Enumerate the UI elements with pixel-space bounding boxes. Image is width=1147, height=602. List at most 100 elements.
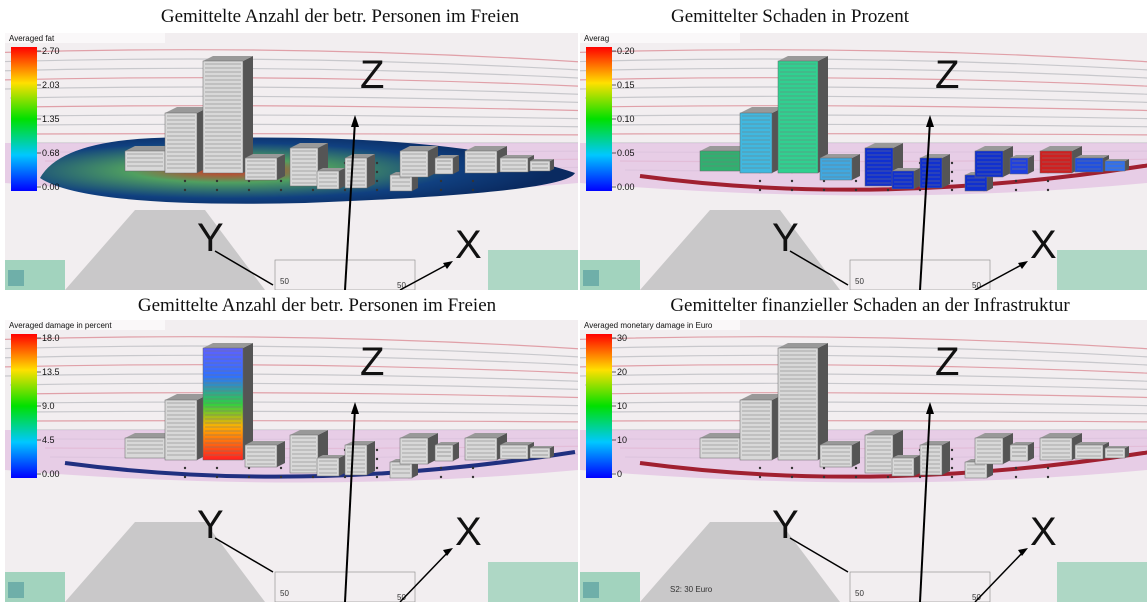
building-front (434, 157, 454, 175)
building-front (529, 447, 551, 459)
sensor-dot (439, 475, 443, 479)
building-side (1028, 155, 1034, 174)
building-front (891, 170, 915, 190)
grid-label: 50 (397, 593, 406, 602)
building-front (202, 347, 244, 461)
colorbar-tick-label: 0.68 (42, 148, 60, 158)
building-top (317, 168, 345, 171)
building-front (389, 461, 413, 479)
map-line (14, 392, 578, 399)
scene: 50 50 Z Y X Averaged damage in percent 18.0 13.… (5, 320, 578, 602)
map-line (599, 410, 1147, 415)
sensor-dot (247, 466, 251, 470)
sensor-dot (1046, 179, 1050, 183)
sensor-dot (1014, 179, 1018, 183)
z-axis (919, 120, 931, 290)
map-line (9, 95, 578, 103)
sensor-dot (471, 179, 475, 183)
building-top (778, 343, 828, 348)
x-axis (399, 549, 451, 602)
sensor-dot (247, 475, 251, 479)
road-shadow (65, 522, 265, 602)
building-side (1028, 442, 1034, 461)
sensor-dot (886, 475, 890, 479)
sensor-dot (375, 170, 379, 174)
building-front (1009, 444, 1029, 462)
building-side (453, 442, 459, 461)
map-line (589, 105, 1147, 112)
colorbar-tick-label: 0.00 (617, 182, 635, 192)
building-side (243, 343, 253, 460)
building-front (777, 60, 819, 174)
building-front (316, 457, 340, 477)
z-axis (344, 407, 356, 602)
building-front (1104, 160, 1126, 172)
building-front (1104, 447, 1126, 459)
building-front (1009, 157, 1029, 175)
building-top (400, 433, 438, 438)
grid-label: 50 (280, 277, 289, 286)
legend-bg (5, 33, 165, 43)
building-front (529, 160, 551, 172)
sensor-dot (822, 179, 826, 183)
sensor-dot (375, 466, 379, 470)
axis-label-z: Z (360, 340, 384, 384)
road-shadow (65, 210, 265, 290)
colorbar-tick-label: 0 (617, 469, 622, 479)
map-line (580, 67, 1147, 79)
axis-label-y: Y (772, 216, 799, 260)
sensor-dot (1014, 466, 1018, 470)
building-side (914, 168, 920, 189)
building-top (1040, 433, 1082, 438)
sensor-dot (854, 188, 858, 192)
building-side (243, 56, 253, 173)
map-line (24, 123, 578, 128)
x-arrow (443, 548, 453, 556)
park (1057, 250, 1147, 290)
building-top (700, 433, 750, 438)
road-shadow (640, 210, 840, 290)
map-line (580, 49, 1147, 63)
axis-label-z: Z (360, 53, 384, 97)
building-front (777, 347, 819, 461)
sensor-dot (183, 475, 187, 479)
axis-label-y: Y (772, 503, 799, 547)
building-top (892, 168, 920, 171)
z-arrow (926, 402, 934, 414)
sensor-dot (950, 457, 954, 461)
map-line (580, 336, 1147, 350)
building-top (465, 433, 507, 438)
building-top (245, 154, 285, 158)
sensor-dot (950, 466, 954, 470)
colorbar (11, 334, 37, 478)
map-line (5, 336, 578, 350)
grid-floor (274, 259, 416, 290)
axis-label-z: Z (935, 340, 959, 384)
sensor-dot (950, 475, 954, 479)
building-side (277, 441, 285, 467)
scenario-note: S2: 30 Euro (670, 585, 713, 594)
colorbar (11, 47, 37, 191)
building-front (164, 399, 198, 461)
z-arrow (351, 115, 359, 127)
sensor-dot (886, 188, 890, 192)
z-arrow (351, 402, 359, 414)
axis-label-x: X (1030, 223, 1057, 267)
building-top (820, 441, 860, 445)
building-front (974, 150, 1004, 178)
map-line (5, 364, 578, 374)
map-line (5, 373, 578, 382)
sensor-dot (790, 179, 794, 183)
building-top (530, 446, 554, 448)
sensor-dot (950, 170, 954, 174)
axis-label-x: X (455, 510, 482, 554)
sensor-dot (854, 179, 858, 183)
visualization-panel: 50 50 Z Y X Averaged fat 2.70 2.03 1.35 0.68 0.00 (5, 33, 578, 290)
scene: 50 50 Z Y X Averaged fat 2.70 2.03 1.35 0.68 0.00 (5, 33, 578, 290)
building-side (550, 159, 554, 171)
map-line (29, 133, 578, 136)
map-line (14, 105, 578, 112)
building-top (740, 394, 784, 400)
colorbar-tick-label: 20 (617, 367, 627, 377)
